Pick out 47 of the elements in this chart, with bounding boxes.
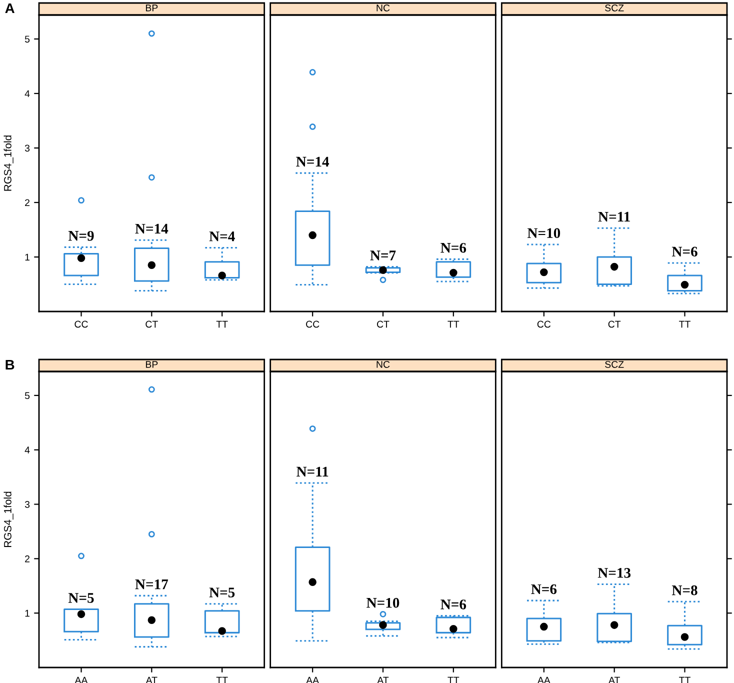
x-tick-label: CT <box>146 320 158 328</box>
annotation: N=4 <box>209 232 235 242</box>
chart-title: BP <box>146 361 158 368</box>
chart-title: NC <box>376 360 390 368</box>
y-tick-label: 5 <box>24 36 30 43</box>
x-tick-label: CC <box>306 320 320 328</box>
x-tick-label: TT <box>216 320 228 328</box>
chart-title: BP <box>146 4 158 12</box>
x-tick-label: CT <box>377 320 390 328</box>
y-tick-label: 1 <box>25 254 30 261</box>
y-tick-label: 1 <box>25 610 30 617</box>
annotation: N=8 <box>672 585 698 596</box>
x-tick-label: CT <box>608 320 621 328</box>
y-tick-label: 4 <box>24 90 30 98</box>
chart-title: NC <box>376 4 390 12</box>
annotation: N=5 <box>209 588 235 598</box>
y-axis-title: RGS4_1fold <box>4 136 14 191</box>
x-tick-label: TT <box>448 320 460 328</box>
annotation: N=6 <box>440 242 466 253</box>
annotation: N=11 <box>296 466 328 476</box>
annotation: N=5 <box>68 593 94 603</box>
annotation: N=10 <box>527 228 560 238</box>
annotation: N=9 <box>68 230 94 241</box>
y-tick-label: 5 <box>24 392 30 400</box>
y-tick-label: 2 <box>25 555 30 562</box>
chart-title: SCZ <box>605 4 624 12</box>
annotation: N=14 <box>296 156 330 166</box>
x-tick-label: CC <box>537 320 551 328</box>
y-tick-label: 3 <box>24 144 30 152</box>
chart-title: SCZ <box>605 360 624 368</box>
annotation: N=11 <box>598 212 630 222</box>
annotation: N=14 <box>135 224 168 234</box>
y-tick-label: 4 <box>24 446 30 454</box>
text: B <box>6 360 14 370</box>
x-tick-label: CC <box>74 320 88 328</box>
annotation: N=6 <box>440 600 466 610</box>
text: A <box>5 3 14 14</box>
annotation: N=17 <box>135 579 168 590</box>
annotation: N=6 <box>672 246 698 257</box>
annotation: N=10 <box>366 598 400 608</box>
y-tick-label: 3 <box>24 501 30 508</box>
y-axis-title: RGS4_1fold <box>4 492 14 548</box>
annotation: N=7 <box>370 250 396 260</box>
annotation: N=13 <box>598 568 631 578</box>
annotation: N=6 <box>531 584 557 594</box>
x-tick-label: TT <box>679 320 690 328</box>
y-tick-label: 2 <box>25 199 30 206</box>
